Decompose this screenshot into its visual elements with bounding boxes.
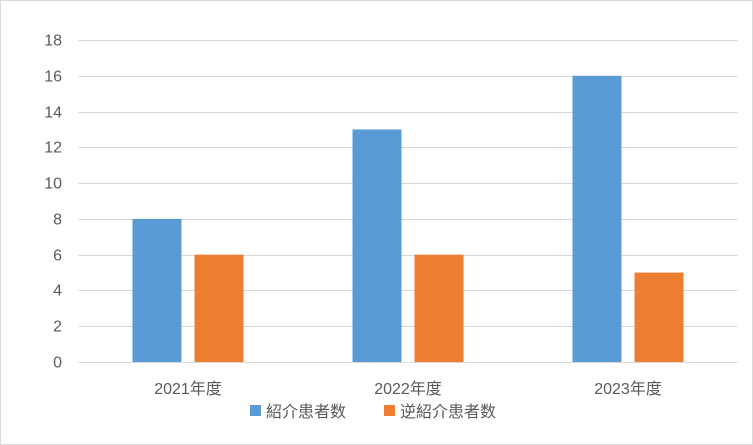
y-tick-label-4: 4 [53, 283, 62, 300]
y-tick-label-0: 0 [53, 355, 62, 372]
bar-series-2-cat-2 [414, 254, 464, 362]
y-tick-label-18: 18 [44, 33, 62, 50]
y-tick-label-16: 16 [44, 69, 62, 86]
y-tick-label-14: 14 [44, 105, 62, 122]
x-tick-label-3: 2023年度 [594, 380, 662, 398]
x-axis-labels: 2021年度 2022年度 2023年度 [154, 380, 662, 398]
legend-item-series-1: 紹介患者数 [250, 403, 346, 421]
bar-series-1-cat-2 [352, 129, 402, 362]
bars [132, 75, 684, 363]
x-tick-label-2: 2022年度 [374, 380, 442, 398]
legend-swatch-orange [384, 405, 395, 416]
bar-series-1-cat-1 [132, 218, 182, 362]
bar-series-2-cat-1 [194, 254, 244, 362]
y-tick-label-10: 10 [44, 176, 62, 193]
x-tick-label-1: 2021年度 [154, 380, 222, 398]
y-tick-label-2: 2 [53, 319, 62, 336]
bar-series-2-cat-3 [634, 272, 684, 362]
y-tick-label-6: 6 [53, 248, 62, 265]
legend: 紹介患者数 逆紹介患者数 [250, 403, 496, 421]
legend-swatch-blue [250, 405, 261, 416]
gridlines [78, 40, 738, 363]
y-tick-label-12: 12 [44, 140, 62, 157]
y-axis-ticks: 0 2 4 6 8 10 12 14 16 18 [44, 33, 62, 372]
legend-label-series-1: 紹介患者数 [266, 403, 346, 421]
legend-item-series-2: 逆紹介患者数 [384, 403, 496, 421]
bar-series-1-cat-3 [572, 75, 622, 363]
y-tick-label-8: 8 [53, 212, 62, 229]
legend-label-series-2: 逆紹介患者数 [400, 403, 496, 421]
